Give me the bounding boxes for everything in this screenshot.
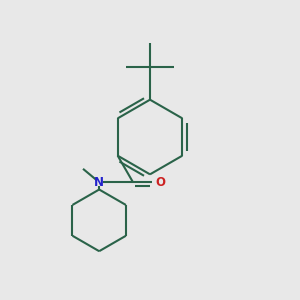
Text: O: O <box>156 176 166 189</box>
Text: N: N <box>94 176 104 189</box>
